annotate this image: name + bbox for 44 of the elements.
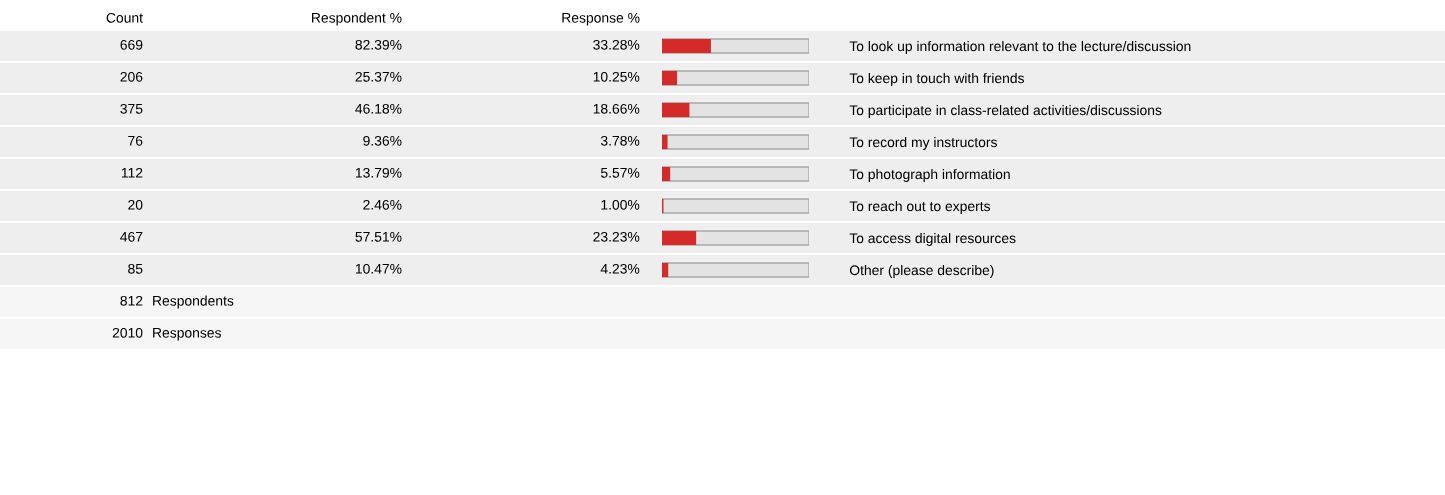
text: 206 [120,71,143,82]
y-tick-label: To keep in touch with friends [849,72,1025,86]
text: 57.51% [355,231,402,242]
data-label: 3.78% [600,135,640,146]
data-label: 4.23% [600,263,640,274]
series-label: Response % [562,12,640,26]
text: 85 [128,263,143,274]
text: 669 [120,39,143,50]
text: 13.79% [355,167,402,178]
text: 375 [120,103,143,114]
text: 9.36% [363,135,402,146]
data-label: 10.25% [593,71,640,82]
bar [662,230,697,246]
text: 25.37% [355,71,402,82]
y-tick-label: To record my instructors [849,136,997,150]
text: Respondent % [312,12,402,26]
y-tick-label: To look up information relevant to the lecture/discussion [849,40,1191,54]
data-label: 5.57% [600,167,640,178]
text: Respondents [153,295,234,309]
y-tick-label: To photograph information [849,168,1010,182]
text: 46.18% [355,103,402,114]
text: 2.46% [363,199,402,210]
text: 10.47% [355,263,402,274]
bar [662,102,690,118]
text: 467 [120,231,143,242]
y-tick-label: To access digital resources [849,232,1016,246]
bar [662,134,668,150]
text: 2010 [112,327,143,338]
data-label: 1.00% [601,199,640,210]
text: 812 [120,295,143,306]
text: 112 [121,167,143,178]
data-label: 18.66% [593,103,640,114]
text: 76 [128,135,143,146]
text: Count [106,12,143,23]
bar [662,166,671,182]
y-tick-label: To reach out to experts [849,200,991,214]
data-label: 33.28% [593,39,640,50]
y-tick-label: Other (please describe) [849,264,994,278]
text: 20 [128,199,143,210]
bar [662,262,669,278]
text: Responses [153,328,221,341]
text: 82.39% [355,39,402,50]
data-label: 23.23% [593,231,640,242]
y-tick-label: To participate in class-related activities/discussions [849,104,1162,118]
